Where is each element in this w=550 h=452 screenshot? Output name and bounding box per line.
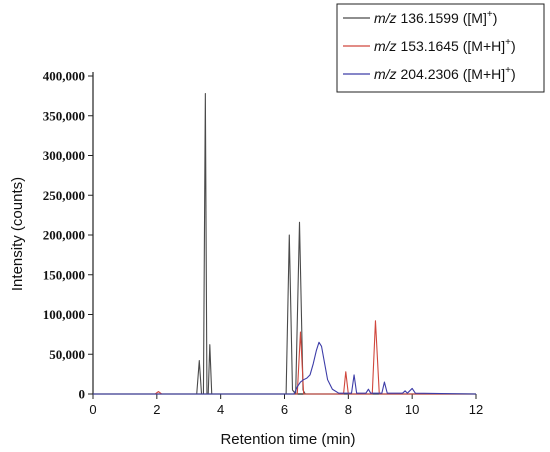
plot-area (92, 72, 476, 395)
y-tick-label: 350,000 (43, 108, 85, 123)
y-tick-label: 50,000 (49, 347, 85, 362)
x-tick-label: 6 (281, 402, 288, 417)
x-tick-label: 12 (469, 402, 483, 417)
x-tick-label: 4 (217, 402, 224, 417)
x-tick-label: 2 (153, 402, 160, 417)
x-tick-label: 8 (345, 402, 352, 417)
series-line-3 (93, 341, 477, 395)
y-tick-label: 250,000 (43, 188, 85, 203)
y-tick-label: 200,000 (43, 228, 85, 243)
y-tick-label: 300,000 (43, 148, 85, 163)
y-axis: 0 50,000 100,000 150,000 200,000 250,000 300,0… (43, 69, 93, 402)
y-tick-label: 100,000 (43, 307, 85, 322)
legend-label-2: m/z 153.1645 ([M+H]+) (374, 37, 516, 54)
series-layer (93, 92, 477, 395)
x-axis: 0 2 4 6 8 10 12 (89, 394, 483, 417)
x-tick-label: 10 (405, 402, 419, 417)
legend: m/z 136.1599 ([M]+) m/z 153.1645 ([M+H]+)… (336, 3, 545, 93)
x-tick-label: 0 (89, 402, 96, 417)
y-tick-label: 0 (79, 387, 86, 402)
series-line-1 (93, 92, 476, 395)
y-axis-title: Intensity (counts) (9, 177, 26, 291)
y-tick-label: 400,000 (43, 69, 85, 84)
legend-box (336, 3, 545, 93)
legend-label-1: m/z 136.1599 ([M]+) (374, 9, 497, 26)
y-tick-label: 150,000 (43, 267, 85, 282)
x-axis-title: Retention time (min) (220, 431, 355, 448)
series-line-2 (93, 320, 476, 395)
legend-label-3: m/z 204.2306 ([M+H]+) (374, 65, 516, 82)
